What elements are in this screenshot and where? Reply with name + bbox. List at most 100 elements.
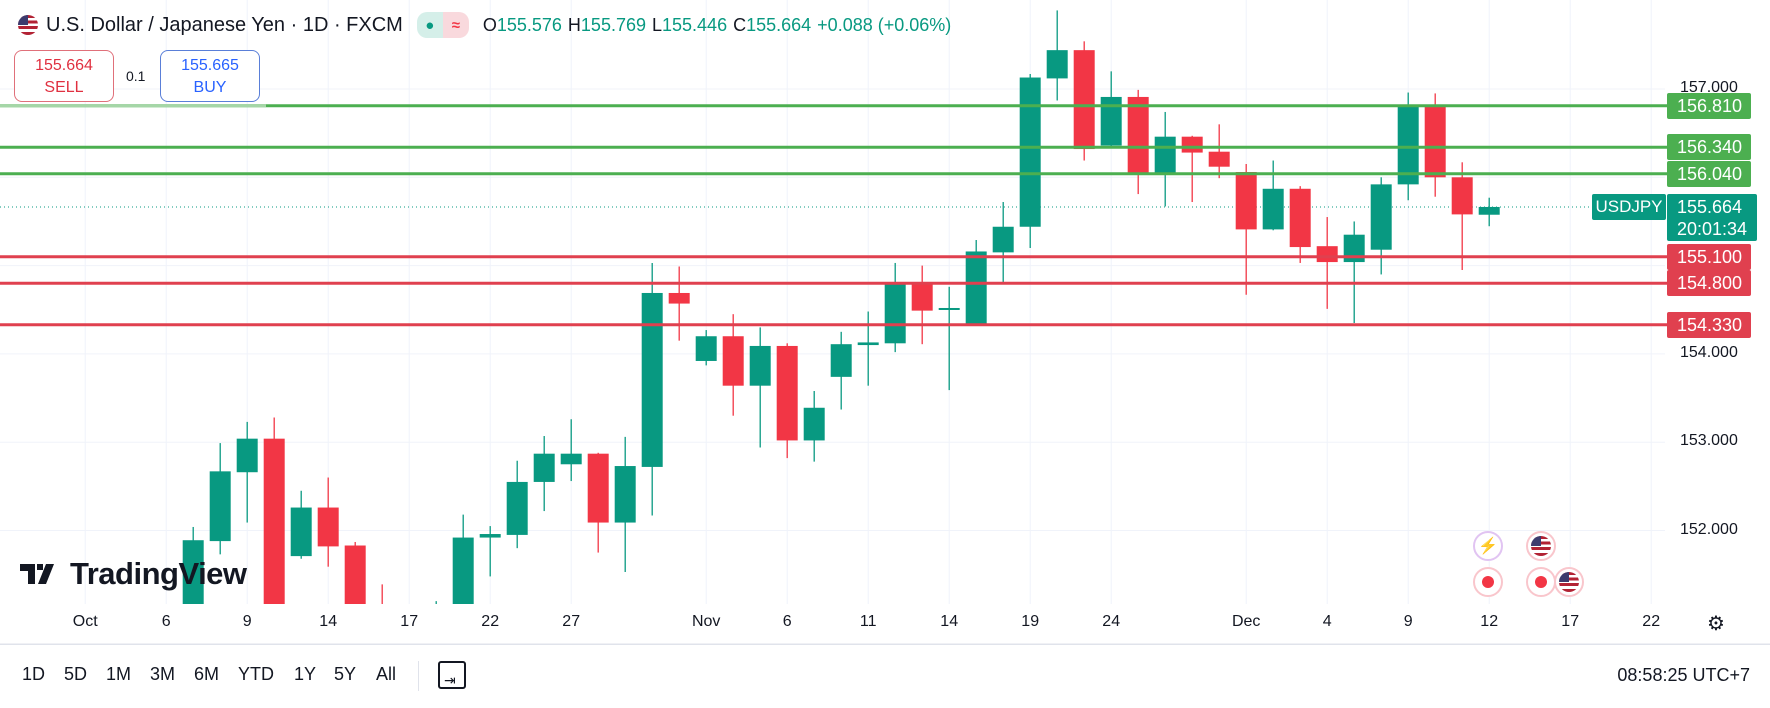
range-button-6m[interactable]: 6M — [194, 664, 220, 684]
candle-body — [911, 284, 933, 311]
sell-button[interactable]: 155.664 SELL — [14, 50, 114, 102]
candle-body — [992, 226, 1014, 253]
candle-body — [372, 623, 393, 641]
candle — [263, 417, 285, 604]
candle-body — [803, 407, 825, 441]
symbol-label: USDJPY — [1592, 194, 1666, 220]
candle-body — [1073, 50, 1095, 150]
candle-body — [452, 537, 474, 604]
candle-body — [1235, 172, 1257, 230]
candle-body — [1397, 104, 1419, 185]
candle-body — [965, 251, 987, 324]
range-button-ytd[interactable]: YTD — [238, 664, 274, 684]
low-value: 155.446 — [662, 14, 728, 35]
symbol-header: U.S. Dollar / Japanese Yen · 1D · FXCM ●… — [18, 12, 951, 38]
candle — [344, 541, 366, 604]
candle-body — [1370, 184, 1392, 250]
time-tick-label: 14 — [940, 613, 959, 630]
buy-price: 155.665 — [181, 57, 239, 74]
bar-countdown: 20:01:34 — [1677, 219, 1748, 239]
candle-body — [1289, 188, 1311, 248]
level-price-label[interactable]: 156.340 — [1667, 134, 1751, 161]
candle-body — [722, 336, 744, 386]
event-icon-dot[interactable] — [1526, 567, 1556, 597]
candle-body — [884, 284, 906, 344]
open-value: 155.576 — [496, 14, 562, 35]
candle — [479, 526, 501, 577]
time-tick-label: 6 — [161, 613, 171, 630]
market-open-dot-icon[interactable]: ● — [416, 12, 443, 38]
candle — [803, 390, 825, 462]
candle — [938, 286, 960, 391]
range-button-all[interactable]: All — [376, 664, 397, 684]
candle — [452, 514, 474, 604]
clock-timezone[interactable]: 08:58:25 UTC+7 — [1617, 665, 1750, 685]
candles-group — [182, 10, 1500, 641]
candle — [317, 477, 339, 567]
candle — [1424, 93, 1446, 197]
delayed-data-icon[interactable]: ≈ — [442, 12, 469, 38]
high-label: H — [567, 14, 581, 35]
candle — [533, 436, 555, 512]
event-icon-us-flag[interactable] — [1554, 567, 1584, 597]
ohlc-values: O155.576 H155.769 L155.446 C155.664 +0.0… — [483, 15, 951, 36]
candle-body — [1343, 234, 1365, 263]
level-price-label[interactable]: 155.100 — [1667, 243, 1751, 270]
time-tick-label: Dec — [1231, 613, 1261, 630]
range-button-1y[interactable]: 1Y — [294, 664, 317, 684]
event-dot-icon — [1482, 576, 1494, 588]
candle-body — [1478, 206, 1500, 215]
price-chart[interactable] — [0, 0, 1770, 644]
symbol-title[interactable]: U.S. Dollar / Japanese Yen · 1D · FXCM — [46, 13, 403, 36]
candle — [1073, 41, 1095, 161]
candle — [236, 421, 258, 523]
price-tick-label: 153.000 — [1680, 432, 1738, 450]
sell-label: SELL — [44, 79, 84, 96]
event-icon-us-flag[interactable] — [1526, 531, 1556, 561]
level-price-label[interactable]: 154.330 — [1667, 311, 1751, 338]
range-button-5d[interactable]: 5D — [64, 664, 88, 684]
range-button-1m[interactable]: 1M — [106, 664, 132, 684]
logo-text: TradingView — [70, 556, 247, 591]
range-button-3m[interactable]: 3M — [150, 664, 176, 684]
candle-body — [830, 344, 852, 377]
candle — [1370, 177, 1392, 275]
candle — [830, 331, 852, 410]
level-price-label[interactable]: 156.810 — [1667, 92, 1751, 119]
toolbar-divider — [418, 661, 419, 691]
candle — [372, 584, 393, 641]
candle — [560, 419, 582, 482]
chart-settings-icon[interactable]: ⚙ — [1707, 613, 1725, 635]
event-icon-earnings[interactable]: ⚡ — [1473, 531, 1503, 561]
candle — [776, 343, 798, 459]
candle-body — [641, 292, 663, 467]
time-tick-label: 14 — [319, 613, 338, 630]
candle-body — [614, 466, 636, 523]
candle-body — [533, 453, 555, 482]
range-button-1d[interactable]: 1D — [22, 664, 46, 684]
candle-body — [560, 453, 582, 465]
candle — [1343, 221, 1365, 323]
candle — [641, 262, 663, 516]
candle — [1478, 197, 1500, 227]
candle — [857, 311, 879, 386]
candle — [1154, 111, 1176, 207]
level-line-highlight — [0, 104, 266, 107]
level-price-label[interactable]: 154.800 — [1667, 270, 1751, 297]
candle — [1316, 217, 1338, 309]
tradingview-logo: TradingView — [20, 556, 247, 592]
candle-body — [1154, 136, 1176, 175]
level-price-label[interactable]: 156.040 — [1667, 160, 1751, 187]
status-badges[interactable]: ● ≈ — [416, 12, 469, 38]
candle — [209, 443, 231, 555]
go-to-date-icon[interactable]: ⇥ — [438, 661, 466, 689]
candle — [182, 526, 204, 604]
buy-label: BUY — [193, 79, 227, 96]
candle-body — [1451, 177, 1473, 215]
time-tick-label: 22 — [481, 613, 500, 630]
buy-button[interactable]: 155.665 BUY — [160, 50, 260, 102]
event-icon-dot[interactable] — [1473, 567, 1503, 597]
range-button-5y[interactable]: 5Y — [334, 664, 357, 684]
open-label: O — [482, 14, 497, 35]
price-tick-label: 152.000 — [1680, 520, 1738, 538]
